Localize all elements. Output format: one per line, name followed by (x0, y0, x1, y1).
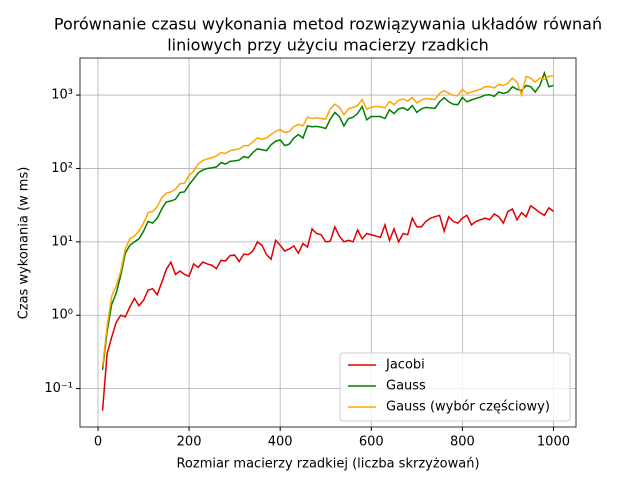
y-tick-label: 10² (51, 161, 73, 176)
x-axis-label: Rozmiar macierzy rzadkiej (liczba skrzyż… (176, 457, 479, 472)
y-tick-label: 10⁰ (51, 308, 73, 323)
x-tick-label: 0 (94, 435, 102, 450)
x-tick-label: 1000 (537, 435, 570, 450)
line-series (101, 204, 554, 411)
legend-label: Gauss (386, 379, 426, 394)
chart-title: liniowych przy użyciu macierzy rzadkich (167, 36, 489, 55)
y-axis-label: Czas wykonania (w ms) (17, 167, 32, 320)
legend: Jacobi Gauss Gauss (wybór częściowy) (339, 352, 571, 422)
line-series (101, 74, 554, 367)
y-tick-label: 10¹ (51, 234, 73, 249)
x-tick-label: 200 (177, 435, 202, 450)
legend-label: Gauss (wybór częściowy) (386, 400, 550, 415)
x-tick-label: 800 (450, 435, 475, 450)
chart-title: Porównanie czasu wykonania metod rozwiąz… (54, 15, 602, 34)
y-tick-label: 10³ (51, 88, 73, 103)
x-tick-label: 600 (359, 435, 384, 450)
y-tick-label: 10⁻¹ (44, 381, 73, 396)
plot-frame (79, 57, 577, 428)
x-tick-label: 400 (268, 435, 293, 450)
legend-label: Jacobi (385, 358, 425, 373)
legend-box (339, 352, 571, 422)
line-series (101, 70, 554, 370)
